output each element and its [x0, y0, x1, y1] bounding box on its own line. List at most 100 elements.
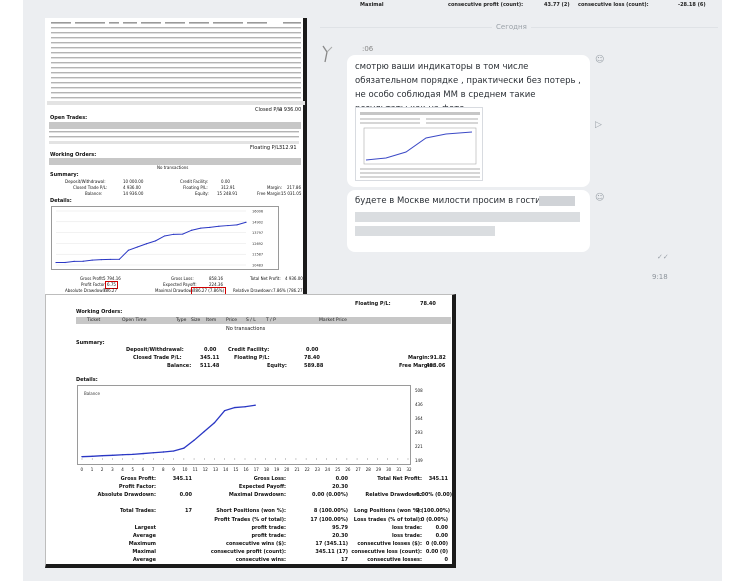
top-cons-profit-value: 43.77 (2) [544, 2, 570, 8]
col-item: Item [206, 318, 217, 323]
r2-floating-top: 78.40 [420, 301, 436, 307]
col-ticket: Ticket [87, 318, 101, 323]
chart2-y-tick: 364 [415, 416, 423, 421]
chart2-point [81, 455, 83, 458]
r1-floating: 312.91 [221, 185, 235, 190]
balance-chart-1: 16006 14902 13797 12692 11587 10483 [51, 206, 279, 270]
chart1-point [154, 240, 157, 242]
chart2-balance-line [81, 404, 256, 458]
r1-net-profit: 4 936.00 [285, 276, 303, 281]
r1-margin: 217.86 [287, 185, 301, 190]
share-icon[interactable]: ▷ [595, 120, 602, 130]
blurred-text [355, 226, 495, 236]
chart2-x-tick: 5 [131, 467, 134, 472]
report-screenshot-1[interactable]: Closed P/L: 4 936.00 Open Trades: Floati… [45, 18, 307, 310]
r2-stat-cell: 0 (0.00%) [420, 516, 448, 523]
chart2-x-tick: 27 [355, 467, 361, 472]
reaction-icon-2[interactable]: ☺ [595, 193, 605, 203]
r2-equity: 589.88 [304, 363, 324, 369]
chart2-x-tick: 17 [253, 467, 259, 472]
report-screenshot-2[interactable]: Floating P/L: 78.40 Working Orders: Tick… [45, 294, 456, 568]
r1-profit-factor: 6.75 [105, 281, 118, 289]
r2-stat-cell: consecutive profit (count): [210, 548, 286, 555]
attached-report-image[interactable] [355, 107, 483, 181]
r1-net-profit-label: Total Net Profit: [250, 276, 281, 281]
chart1-point [236, 224, 238, 226]
chart2-point [254, 404, 256, 406]
r2-stat-cell: 0.00% (0.00) [416, 492, 452, 499]
chart2-x-tick: 15 [233, 467, 239, 472]
r2-stat-cell: Total Net Profit: [377, 476, 422, 482]
chart1-point [91, 259, 93, 261]
r1-gross-loss: 858.16 [209, 276, 223, 281]
r1-credit: 0.00 [221, 179, 230, 184]
chart1-point [109, 258, 111, 261]
sender-avatar[interactable] [318, 42, 340, 64]
summary-label: Summary: [50, 172, 79, 178]
r2-stat-cell: Maximum [128, 540, 156, 547]
r2-stat-cell: 9 (100.00%) [416, 508, 451, 515]
r2-stat-cell: 17 (100.00%) [310, 516, 348, 523]
chart1-point [136, 246, 139, 248]
chart2-x-tick: 16 [243, 467, 249, 472]
chart2-point [162, 451, 165, 453]
chart1-y-tick: 13797 [252, 231, 263, 235]
chart2-point [223, 409, 226, 412]
working-orders-label: Working Orders: [50, 152, 97, 158]
r2-stat-cell: consecutive losses: [367, 557, 422, 563]
r1-deposit-label: Deposit/Withdrawal: [65, 179, 106, 184]
r2-stat-cell: 95.79 [332, 524, 348, 531]
r2-stat-cell: 0.00 [179, 492, 192, 499]
r2-stat-cell: Gross Profit: [120, 476, 156, 482]
sender-time: :06 [362, 45, 374, 53]
chart2-x-tick: 3 [111, 467, 114, 472]
message-time: 9:18 [652, 273, 668, 281]
r1-gross-loss-label: Gross Loss: [171, 276, 194, 281]
r2-no-transactions: No transactions [226, 326, 266, 332]
message-bubble-2[interactable]: будете в Москве милости просим в гости , [347, 190, 590, 252]
open-trades-rows [49, 131, 299, 144]
chart2-x-tick: 7 [151, 467, 155, 472]
col-tp: T / P [266, 318, 276, 323]
r2-stat-cell: 17 (345.11) [315, 540, 348, 547]
r2-stat-cell: Profit Factor: [118, 484, 156, 491]
r2-stat-cell: 17 [341, 557, 348, 563]
r2-stat-cell: Average [132, 532, 156, 539]
r2-stat-cell: 17 [185, 508, 192, 515]
r2-deposit-label: Deposit/Withdrawal: [126, 347, 184, 353]
r2-summary-label: Summary: [76, 340, 105, 346]
chart1-y-tick: 10483 [252, 264, 263, 268]
r1-gross-profit-label: Gross Profit: [80, 276, 105, 281]
floating-pl-label: Floating P/L: [250, 145, 281, 151]
r1-closed: 4 936.00 [123, 185, 141, 190]
r2-stat-cell: Long Positions (won %): [353, 508, 422, 515]
r2-stat-cell: Profit Trades (% of total): [214, 516, 286, 523]
reaction-icon[interactable]: ☺ [595, 55, 605, 65]
chart1-point [227, 224, 229, 227]
r2-margin: 91.82 [430, 355, 446, 361]
r1-max-dd-label: Maximal Drawdown: [155, 288, 196, 293]
open-trades-label: Open Trades: [50, 115, 88, 121]
top-cons-loss-value: -28.18 (6) [678, 2, 706, 8]
r1-rel-dd: 7.86% (786.27) [273, 288, 305, 293]
r2-balance-label: Balance: [167, 363, 192, 369]
closed-pl-label: Closed P/L: [255, 107, 283, 113]
r2-deposit: 0.00 [204, 347, 217, 353]
chart2-point [213, 422, 216, 424]
chart1-point [73, 260, 75, 262]
chart1-point [191, 229, 193, 231]
chart2-x-tick: 29 [375, 467, 382, 472]
chart2-y-tick: 221 [415, 444, 423, 449]
chart2-x-tick: 14 [223, 467, 229, 472]
message-bubble[interactable]: смотрю ваши индикаторы в том числе обяза… [347, 55, 590, 187]
message-text-2: будете в Москве милости просим в гости , [355, 196, 547, 206]
chart2-point [152, 452, 155, 454]
chart2-y-tick: 293 [415, 430, 423, 435]
chart2-x-tick: 13 [212, 467, 219, 472]
r1-free-margin-label: Free Margin: [257, 191, 282, 196]
col-price: Price [226, 318, 237, 323]
no-transactions: No transactions [157, 165, 189, 170]
chart2-point [172, 450, 175, 452]
chart1-point [64, 261, 66, 264]
r1-free-margin: 15 031.05 [281, 191, 302, 196]
